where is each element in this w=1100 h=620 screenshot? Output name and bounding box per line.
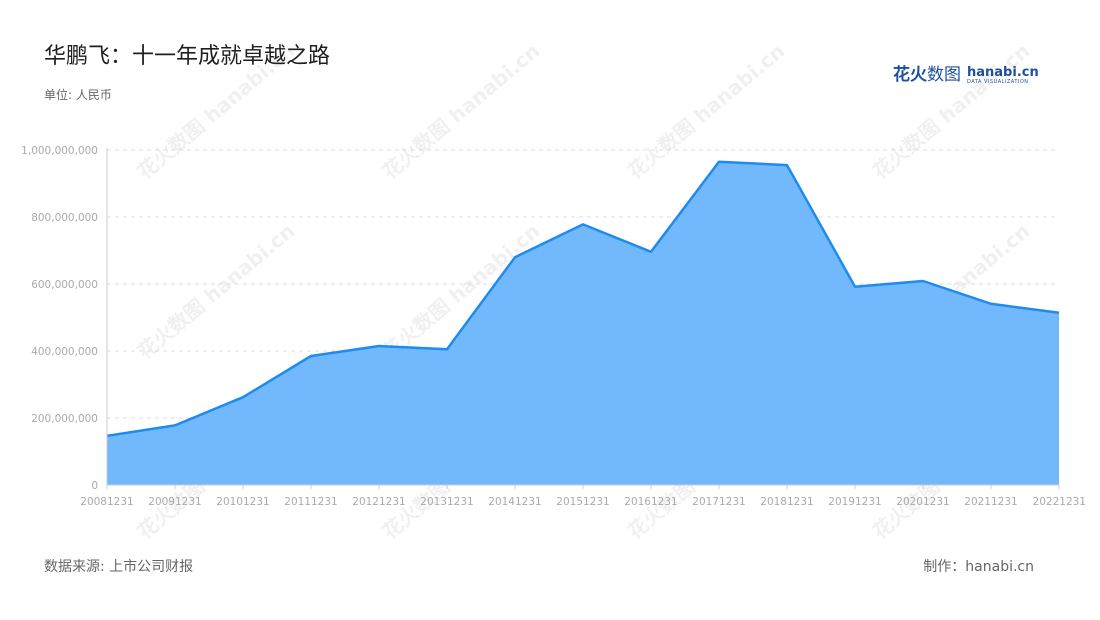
watermark-text: 花火数图 hanabi.cn <box>623 39 790 184</box>
y-tick-label: 400,000,000 <box>31 346 98 358</box>
y-tick-label: 0 <box>91 480 98 492</box>
x-tick-label: 20141231 <box>488 496 541 508</box>
y-tick-label: 1,000,000,000 <box>21 145 98 157</box>
brand-domain: hanabi.cn <box>967 65 1039 80</box>
x-tick-label: 20111231 <box>284 496 337 508</box>
brand-logo: 花火数图 hanabi.cn DATA VISUALIZATION <box>893 60 1039 85</box>
watermark-text: 花火数图 hanabi.cn <box>133 219 300 364</box>
data-source: 数据来源: 上市公司财报 <box>44 559 194 575</box>
x-tick-label: 20081231 <box>80 496 133 508</box>
watermark-text: 花火数图 hanabi.cn <box>378 39 545 184</box>
series-area <box>107 161 1059 485</box>
chart-title: 华鹏飞：十一年成就卓越之路 <box>44 44 331 69</box>
x-tick-label: 20191231 <box>828 496 881 508</box>
x-tick-labels: 20081231 20091231 20101231 20111231 20121231… <box>80 485 1086 508</box>
x-tick-label: 20201231 <box>896 496 949 508</box>
brand-cn-bold: 花火 <box>893 65 927 85</box>
x-tick-label: 20101231 <box>216 496 269 508</box>
x-tick-label: 20211231 <box>964 496 1017 508</box>
x-tick-label: 20131231 <box>420 496 473 508</box>
x-tick-label: 20151231 <box>556 496 609 508</box>
brand-tagline: DATA VISUALIZATION <box>967 79 1029 85</box>
brand-cn-light: 数图 <box>927 65 961 85</box>
x-tick-label: 20091231 <box>148 496 201 508</box>
x-tick-label: 20221231 <box>1033 496 1086 508</box>
brand-en: hanabi.cn DATA VISUALIZATION <box>967 66 1039 85</box>
y-tick-labels: 0 200,000,000 400,000,000 600,000,000 800,00… <box>21 145 98 492</box>
x-tick-label: 20121231 <box>352 496 405 508</box>
x-tick-label: 20161231 <box>624 496 677 508</box>
watermark-text: 花火数图 hanabi.cn <box>133 39 300 184</box>
credit: 制作：hanabi.cn <box>923 559 1034 575</box>
y-tick-label: 200,000,000 <box>31 413 98 425</box>
unit-label: 单位: 人民币 <box>44 88 112 102</box>
y-tick-label: 800,000,000 <box>31 212 98 224</box>
x-tick-label: 20181231 <box>760 496 813 508</box>
watermark-text: 花火数图 hanabi.cn <box>868 39 1035 184</box>
brand-cn: 花火数图 <box>893 60 961 85</box>
x-tick-label: 20171231 <box>692 496 745 508</box>
y-tick-label: 600,000,000 <box>31 279 98 291</box>
series-line <box>106 160 1060 438</box>
